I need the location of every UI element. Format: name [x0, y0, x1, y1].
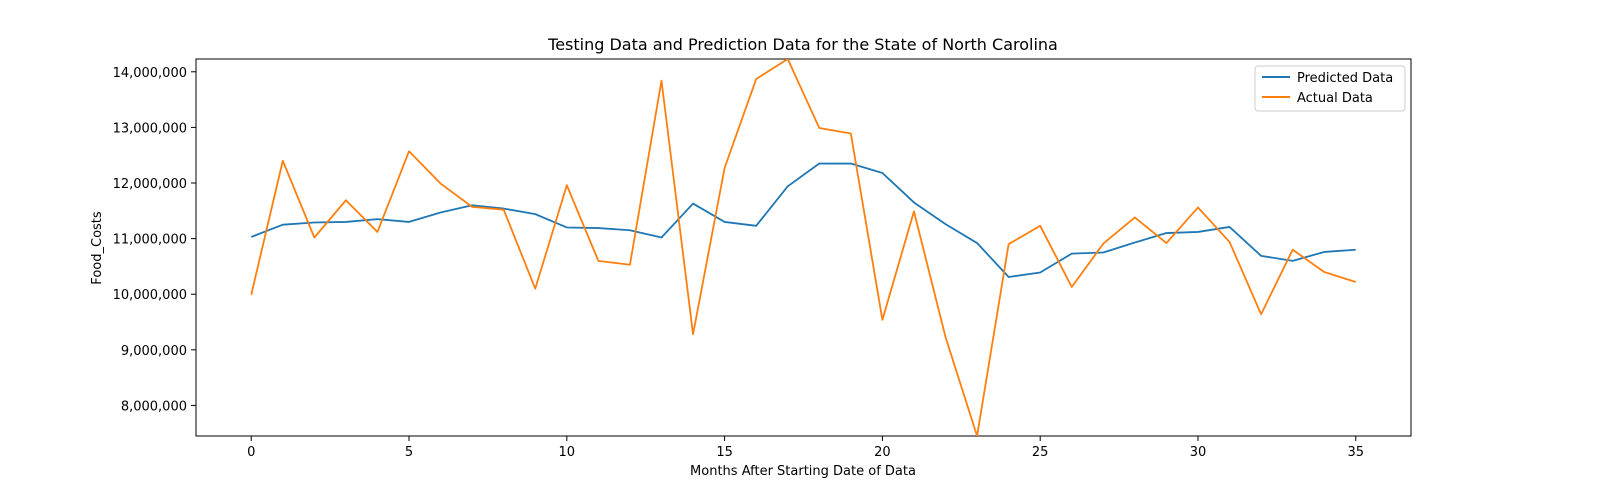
- y-tick-label: 8,000,000: [121, 399, 187, 414]
- x-tick-label: 15: [716, 445, 733, 460]
- x-tick-label: 20: [874, 445, 891, 460]
- series-line-predicted-data: [250, 162, 1356, 278]
- y-tick-label: 10,000,000: [113, 288, 187, 303]
- x-tick-label: 30: [1190, 445, 1207, 460]
- x-tick-label: 25: [1032, 445, 1049, 460]
- series-line-actual-data: [250, 59, 1357, 436]
- x-tick-label: 0: [247, 445, 255, 460]
- y-tick-label: 13,000,000: [113, 121, 187, 136]
- chart-title: Testing Data and Prediction Data for the…: [547, 35, 1058, 54]
- plot-area-frame: [195, 58, 1412, 437]
- x-axis-ticks: 0 5 10 15 20 25 30 35: [247, 436, 1364, 460]
- y-tick-label: 14,000,000: [113, 66, 187, 81]
- legend-box: [1254, 65, 1406, 112]
- y-axis-label: Food_Costs: [90, 211, 105, 285]
- x-axis-label: Months After Starting Date of Data: [690, 464, 916, 479]
- series-lines: [250, 59, 1357, 436]
- legend-label-predicted-data: Predicted Data: [1297, 71, 1393, 86]
- x-tick-label: 35: [1347, 445, 1364, 460]
- legend-label-actual-data: Actual Data: [1297, 91, 1373, 106]
- y-tick-label: 12,000,000: [113, 177, 187, 192]
- y-axis-ticks: 8,000,000 9,000,000 10,000,000 11,000,000 12…: [113, 66, 196, 414]
- x-tick-label: 5: [405, 445, 413, 460]
- y-tick-label: 11,000,000: [113, 233, 187, 248]
- legend: Predicted Data Actual Data: [1254, 65, 1406, 112]
- x-tick-label: 10: [559, 445, 576, 460]
- y-tick-label: 9,000,000: [121, 344, 187, 359]
